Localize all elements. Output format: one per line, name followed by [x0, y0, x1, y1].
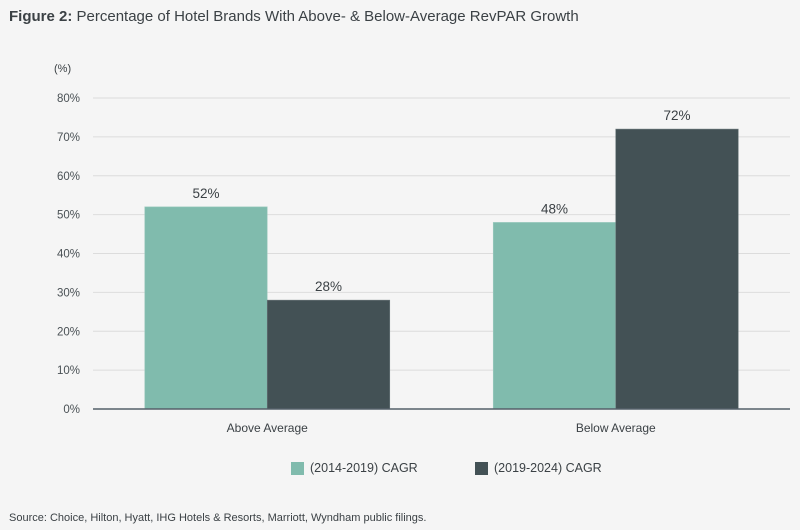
- bar: [144, 206, 268, 410]
- y-tick-label: 70%: [57, 132, 80, 144]
- y-tick-label: 40%: [57, 249, 80, 261]
- y-tick-label: 50%: [57, 210, 80, 222]
- data-label: 52%: [192, 186, 219, 201]
- y-tick-label: 80%: [57, 93, 80, 105]
- x-tick-label: Above Average: [227, 421, 309, 435]
- bar: [266, 299, 391, 410]
- legend-swatch: [291, 461, 304, 475]
- data-label: 48%: [541, 201, 568, 216]
- source-note: Source: Choice, Hilton, Hyatt, IHG Hotel…: [9, 512, 427, 524]
- bar: [492, 222, 617, 410]
- legend-label: (2019-2024) CAGR: [494, 461, 602, 475]
- title-text: Percentage of Hotel Brands With Above- &…: [72, 8, 579, 25]
- legend-item-2019-2024: (2019-2024) CAGR: [475, 461, 602, 475]
- bar-chart: (%) 0% 10% 20% 30% 40% 50% 60% 70% 80% 52% 28% 48%…: [54, 63, 790, 435]
- bar: [615, 128, 739, 410]
- legend-label: (2014-2019) CAGR: [310, 461, 418, 475]
- legend-swatch: [475, 461, 488, 475]
- y-tick-label: 0%: [63, 404, 80, 416]
- y-axis-label: (%): [54, 63, 71, 75]
- y-tick-label: 20%: [57, 326, 80, 338]
- x-tick-label: Below Average: [576, 421, 656, 435]
- chart-title: Figure 2: Percentage of Hotel Brands Wit…: [9, 8, 579, 25]
- y-tick-label: 60%: [57, 171, 80, 183]
- y-tick-label: 30%: [57, 287, 80, 299]
- legend-item-2014-2019: (2014-2019) CAGR: [291, 461, 418, 475]
- data-label: 72%: [663, 108, 690, 123]
- y-tick-label: 10%: [57, 365, 80, 377]
- figure-label: Figure 2:: [9, 8, 73, 25]
- data-label: 28%: [315, 279, 342, 294]
